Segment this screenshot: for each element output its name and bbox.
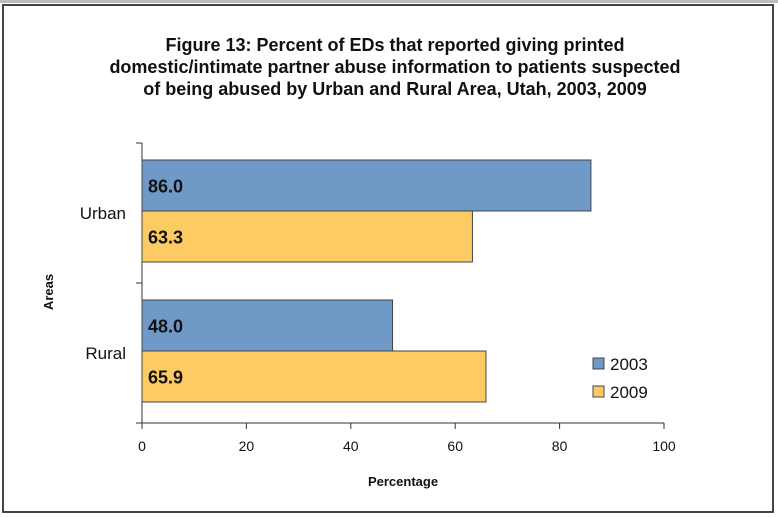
legend-label-2009: 2009 xyxy=(610,383,648,402)
legend-swatch-2009 xyxy=(592,385,605,398)
legend-label-2003: 2003 xyxy=(610,355,648,374)
plot-area: 0 20 40 60 80 100 Urban 86.0 63.3 Rural 48.0 65.9 20… xyxy=(80,142,676,454)
data-label: 48.0 xyxy=(148,317,183,337)
bar-2009-rural xyxy=(141,350,487,403)
chart-title: Figure 13: Percent of EDs that reported … xyxy=(109,35,681,99)
data-label: 86.0 xyxy=(148,177,183,197)
data-label: 63.3 xyxy=(148,228,183,248)
bar-2003-urban xyxy=(141,159,592,212)
x-tick-label: 80 xyxy=(552,438,568,454)
x-tick-label: 60 xyxy=(447,438,463,454)
legend-swatch-2003 xyxy=(592,357,605,370)
bar-2003-rural xyxy=(141,299,394,352)
category-label: Rural xyxy=(85,344,126,363)
category-label: Urban xyxy=(80,204,126,223)
x-tick-label: 40 xyxy=(343,438,359,454)
x-axis-title: Percentage xyxy=(368,474,438,489)
bar-2009-urban xyxy=(141,210,473,263)
data-label: 65.9 xyxy=(148,368,183,388)
x-tick-label: 100 xyxy=(652,438,676,454)
window-top-strip xyxy=(0,0,778,3)
x-tick-label: 0 xyxy=(138,438,146,454)
x-tick-label: 20 xyxy=(239,438,255,454)
y-axis-title: Areas xyxy=(41,274,56,310)
